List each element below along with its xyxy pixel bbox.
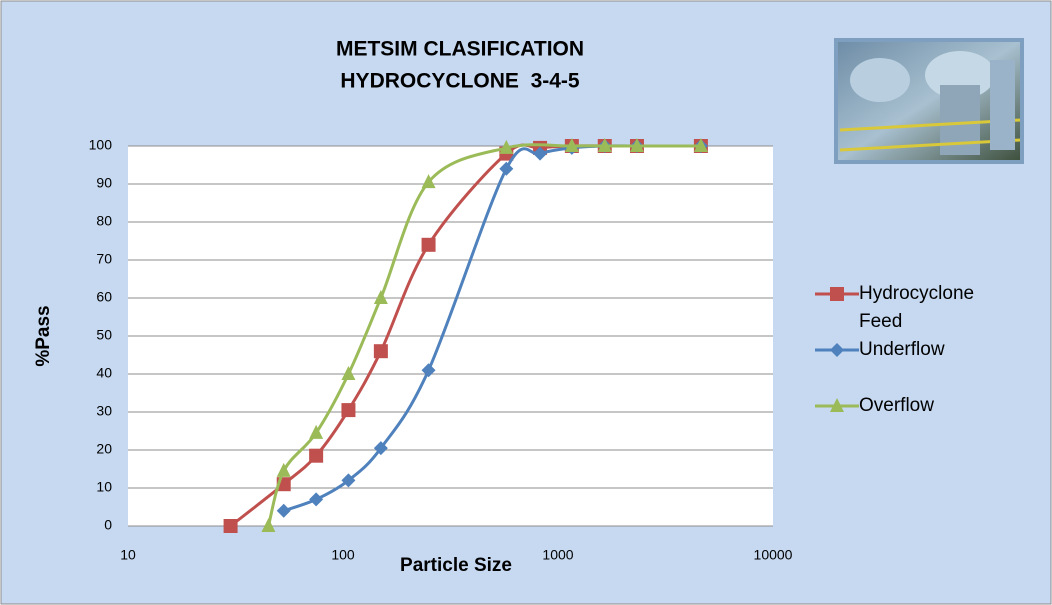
x-axis-label: Particle Size [400,555,512,576]
x-tick-label: 10 [120,547,136,563]
data-point [373,344,388,359]
legend-entry: Overflow [815,392,1035,420]
data-point [499,139,514,154]
data-point [533,146,548,161]
y-tick-label: 100 [89,137,113,153]
legend-key [815,287,859,301]
legend-entry: Underflow [815,336,1035,364]
data-point [309,424,324,439]
data-point [276,462,291,477]
y-tick-label: 30 [96,403,112,419]
y-tick-label: 70 [96,251,112,267]
data-point [373,290,388,304]
data-point [341,366,356,380]
data-point [276,503,291,518]
y-tick-label: 40 [96,365,112,381]
data-point [261,518,276,532]
y-tick-label: 80 [96,213,112,229]
data-point [373,441,388,456]
y-tick-label: 90 [96,175,112,191]
data-point [421,237,436,252]
data-point [309,492,324,507]
photo [834,38,1024,164]
y-axis-label: %Pass [33,305,54,366]
data-point [341,403,356,418]
legend-label: Hydrocyclone Feed [859,283,975,332]
legend-label: Overflow [859,395,934,416]
y-tick-label: 50 [96,327,112,343]
legend-marker [830,343,844,357]
chart-title: HYDROCYCLONE 3-4-5 [340,70,580,93]
data-point [223,519,238,533]
data-point [421,174,436,189]
x-tick-label: 100 [331,547,355,563]
data-point [421,363,436,378]
y-tick-label: 0 [104,517,112,533]
legend-marker [830,287,844,301]
data-point [629,138,644,152]
legend-key [815,343,859,357]
data-point [341,473,356,488]
data-point [309,448,324,463]
legend-entry: Hydrocyclone Feed [815,280,1035,336]
chart-title: METSIM CLASIFICATION [336,38,584,61]
legend-label: Underflow [859,339,945,360]
x-tick-label: 10000 [754,547,793,563]
y-tick-label: 20 [96,441,112,457]
legend-key [815,398,859,412]
x-tick-label: 1000 [542,547,573,563]
y-tick-label: 10 [96,479,112,495]
legend-marker [830,398,844,412]
data-point [597,138,612,152]
data-point [693,138,708,152]
data-point [564,138,579,152]
data-point [499,161,514,176]
y-tick-label: 60 [96,289,112,305]
